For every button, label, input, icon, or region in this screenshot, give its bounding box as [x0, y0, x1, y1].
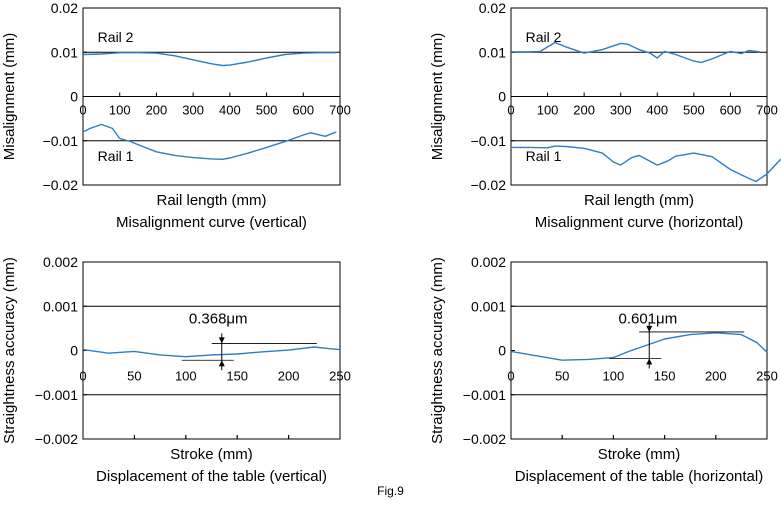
y-tick-label: −0.001	[35, 387, 78, 403]
rail-label: Rail 2	[526, 29, 562, 45]
y-tick-label: −0.02	[471, 177, 507, 193]
chart-title: Displacement of the table (vertical)	[96, 468, 327, 485]
series-line-rail-2	[511, 41, 760, 64]
x-axis-title: Rail length (mm)	[156, 192, 266, 209]
rail-label: Rail 1	[526, 148, 562, 164]
x-tick-label: 50	[127, 369, 141, 384]
bracket-label: 0.368μm	[189, 311, 248, 328]
x-tick-label: 400	[646, 103, 668, 118]
bracket-label: 0.601μm	[619, 311, 678, 328]
y-tick-label: −0.002	[463, 431, 506, 447]
x-tick-label: 250	[756, 369, 778, 384]
x-tick-label: 250	[329, 369, 351, 384]
series-line-rail-1	[511, 145, 781, 183]
y-tick-label: 0.01	[51, 44, 78, 60]
x-tick-label: 50	[555, 369, 569, 384]
y-tick-label: 0	[70, 89, 78, 105]
x-tick-label: 600	[720, 103, 742, 118]
chart-title: Misalignment curve (vertical)	[116, 214, 307, 231]
x-tick-label: 0	[507, 369, 514, 384]
y-tick-label: −0.002	[35, 431, 78, 447]
rail-label: Rail 1	[98, 148, 134, 164]
x-tick-label: 500	[256, 103, 278, 118]
chart-title: Misalignment curve (horizontal)	[535, 214, 743, 231]
x-tick-label: 150	[226, 369, 248, 384]
x-tick-label: 150	[654, 369, 676, 384]
y-tick-label: −0.001	[463, 387, 506, 403]
x-tick-label: 100	[603, 369, 625, 384]
x-tick-label: 500	[683, 103, 705, 118]
y-tick-label: −0.01	[471, 133, 507, 149]
plot-frame	[510, 261, 768, 440]
y-tick-label: 0.02	[51, 0, 78, 16]
x-tick-label: 300	[610, 103, 632, 118]
y-tick-label: 0.002	[43, 254, 78, 270]
chart-title: Displacement of the table (horizontal)	[515, 468, 763, 485]
x-axis-title: Rail length (mm)	[584, 192, 694, 209]
y-tick-label: −0.01	[43, 133, 79, 149]
y-tick-label: 0	[70, 343, 78, 359]
x-tick-label: 300	[182, 103, 204, 118]
y-axis-title: Straightness accuracy (mm)	[1, 257, 18, 444]
y-tick-label: 0	[498, 89, 506, 105]
series-line	[510, 332, 768, 361]
y-axis-title: Misalignment (mm)	[1, 33, 18, 161]
series-line-rail-1	[82, 123, 337, 160]
y-tick-label: 0.01	[479, 44, 506, 60]
x-tick-label: 200	[573, 103, 595, 118]
x-tick-label: 0	[79, 369, 86, 384]
arrow-down-icon	[218, 337, 225, 344]
x-tick-label: 100	[537, 103, 559, 118]
x-tick-label: 100	[109, 103, 131, 118]
arrow-up-icon	[218, 360, 225, 367]
y-tick-label: 0	[498, 343, 506, 359]
y-tick-label: 0.02	[479, 0, 506, 16]
y-tick-label: 0.001	[471, 298, 506, 314]
arrow-down-icon	[646, 325, 653, 332]
x-axis-title: Stroke (mm)	[170, 446, 253, 463]
x-tick-label: 0	[507, 103, 514, 118]
x-tick-label: 400	[219, 103, 241, 118]
x-tick-label: 600	[292, 103, 314, 118]
series-line	[82, 346, 341, 358]
y-axis-title: Straightness accuracy (mm)	[429, 257, 446, 444]
x-tick-label: 200	[278, 369, 300, 384]
x-tick-label: 700	[329, 103, 351, 118]
x-tick-label: 200	[705, 369, 727, 384]
x-axis-title: Stroke (mm)	[598, 446, 681, 463]
y-axis-title: Misalignment (mm)	[429, 33, 446, 161]
x-tick-label: 200	[146, 103, 168, 118]
rail-label: Rail 2	[98, 29, 134, 45]
x-tick-label: 700	[756, 103, 778, 118]
arrow-up-icon	[646, 358, 653, 365]
series-line-rail-2	[82, 52, 337, 67]
x-tick-label: 0	[79, 103, 86, 118]
y-tick-label: −0.02	[43, 177, 79, 193]
figure-caption: Fig.9	[377, 484, 404, 498]
x-tick-label: 100	[175, 369, 197, 384]
y-tick-label: 0.002	[471, 254, 506, 270]
plot-frame	[82, 261, 341, 440]
y-tick-label: 0.001	[43, 298, 78, 314]
